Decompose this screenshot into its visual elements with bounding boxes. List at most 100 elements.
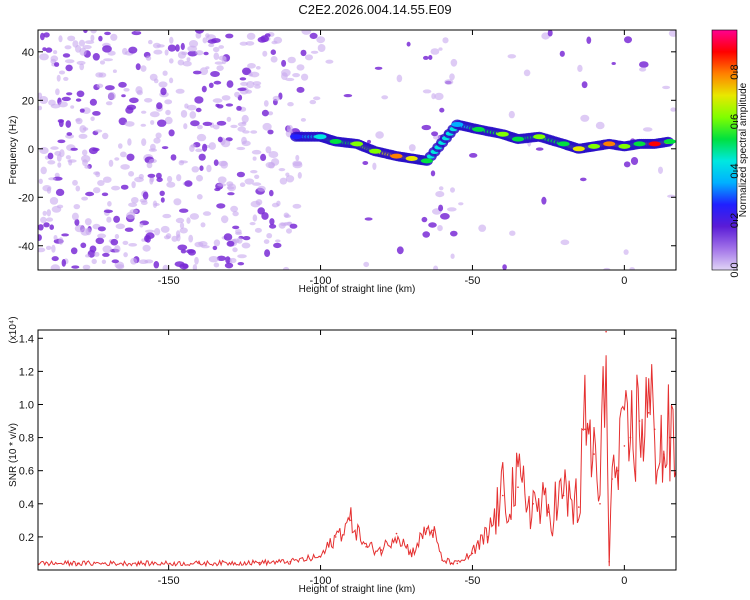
noise-speckle — [82, 149, 88, 156]
noise-speckle — [247, 63, 256, 69]
noise-speckle — [169, 58, 174, 64]
noise-speckle — [54, 62, 60, 67]
noise-speckle — [75, 98, 82, 102]
noise-speckle — [103, 58, 113, 62]
noise-speckle — [81, 196, 88, 201]
noise-speckle — [450, 187, 455, 193]
noise-speckle — [65, 155, 71, 160]
noise-speckle — [59, 149, 65, 158]
noise-speckle — [363, 261, 370, 268]
noise-speckle — [182, 60, 192, 67]
noise-speckle — [114, 245, 121, 253]
noise-speckle — [114, 157, 120, 161]
ridge-point — [451, 122, 464, 127]
noise-speckle — [232, 225, 240, 230]
noise-speckle — [92, 147, 100, 152]
noise-speckle — [55, 88, 60, 96]
noise-speckle — [180, 42, 185, 51]
noise-speckle — [95, 171, 101, 178]
noise-speckle — [232, 211, 239, 217]
noise-speckle — [237, 262, 245, 266]
noise-speckle — [141, 110, 147, 114]
noise-speckle — [186, 104, 197, 111]
snr-data-point — [441, 559, 443, 561]
noise-speckle — [90, 34, 95, 42]
noise-speckle — [269, 189, 274, 197]
noise-speckle — [179, 208, 189, 213]
noise-speckle — [64, 45, 72, 50]
noise-speckle — [156, 44, 165, 48]
noise-speckle — [438, 204, 444, 212]
noise-speckle — [164, 99, 173, 105]
noise-speckle — [73, 204, 81, 210]
noise-speckle — [129, 209, 139, 214]
noise-speckle — [433, 265, 439, 270]
noise-speckle — [202, 211, 212, 216]
noise-speckle — [263, 239, 270, 245]
noise-speckle — [375, 131, 384, 139]
noise-speckle — [264, 249, 271, 257]
noise-speckle — [89, 98, 97, 106]
noise-speckle — [106, 216, 112, 223]
noise-speckle — [507, 54, 517, 59]
noise-speckle — [188, 234, 194, 243]
snr-y-tick-label: 0.6 — [19, 466, 34, 478]
noise-speckle — [431, 93, 436, 100]
noise-speckle — [81, 155, 91, 163]
noise-speckle — [226, 240, 235, 247]
ridge-point — [618, 143, 631, 149]
ridge-point — [290, 134, 303, 140]
noise-speckle — [250, 170, 258, 174]
noise-speckle — [658, 166, 663, 174]
noise-speckle — [213, 159, 219, 166]
noise-speckle — [248, 73, 253, 77]
noise-speckle — [84, 218, 92, 226]
noise-speckle — [126, 211, 136, 220]
noise-speckle — [127, 138, 132, 146]
snr-data-point — [456, 562, 459, 565]
noise-speckle — [252, 214, 258, 222]
noise-speckle — [129, 97, 139, 104]
noise-speckle — [450, 58, 458, 67]
noise-speckle — [257, 207, 266, 215]
noise-speckle — [186, 217, 191, 224]
snr-data-point — [76, 562, 79, 565]
noise-speckle — [49, 197, 59, 205]
noise-speckle — [428, 222, 437, 228]
noise-speckle — [213, 262, 220, 268]
noise-speckle — [227, 192, 235, 196]
noise-speckle — [62, 53, 71, 58]
noise-speckle — [502, 264, 507, 270]
noise-speckle — [367, 139, 371, 144]
spectrogram-y-ticks: -40 -20 0 20 40 — [18, 47, 676, 253]
noise-speckle — [208, 256, 219, 263]
colorbar-gradient — [711, 29, 738, 271]
snr-x-tick-label: 0 — [621, 575, 627, 587]
noise-speckle — [236, 146, 246, 151]
noise-speckle — [58, 101, 68, 108]
noise-speckle — [362, 161, 369, 165]
noise-speckle — [57, 162, 62, 168]
noise-speckle — [267, 111, 274, 116]
noise-speckle — [140, 200, 148, 205]
noise-speckle — [205, 66, 210, 70]
noise-speckle — [523, 69, 531, 77]
noise-speckle — [450, 230, 458, 237]
snr-x-tick-label: -50 — [464, 575, 480, 587]
noise-speckle — [95, 237, 105, 245]
noise-speckle — [66, 92, 73, 96]
noise-speckle — [82, 264, 91, 270]
noise-speckle — [196, 194, 203, 200]
ridge-point — [351, 141, 363, 147]
noise-speckle — [165, 109, 171, 116]
noise-speckle — [560, 239, 570, 246]
noise-speckle — [408, 144, 416, 152]
noise-speckle — [150, 143, 156, 151]
noise-speckle — [39, 147, 49, 154]
noise-speckle — [177, 51, 187, 59]
snr-x-label: Height of straight line (km) — [299, 584, 416, 595]
noise-speckle — [186, 57, 191, 62]
noise-speckle — [176, 174, 182, 182]
noise-speckle — [58, 35, 63, 43]
noise-speckle — [45, 245, 52, 250]
